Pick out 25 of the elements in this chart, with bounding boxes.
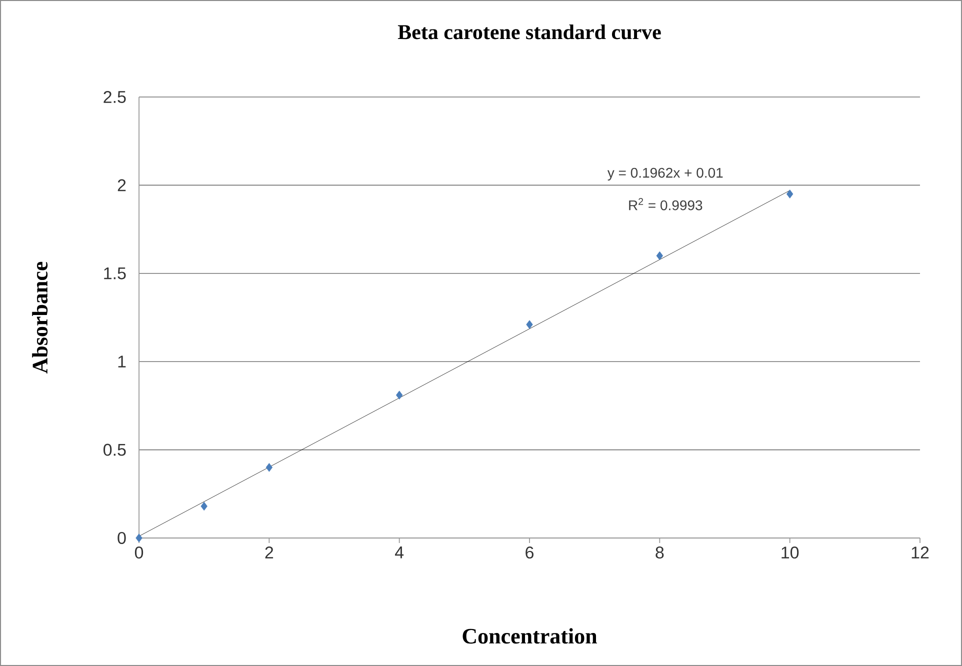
x-tick-label: 10 <box>782 546 799 559</box>
point <box>266 463 273 472</box>
annotation: R$^{2}$ = 0.9993 <box>629 198 702 210</box>
x-axis-title: Concentration <box>462 628 597 644</box>
y-tick-label: 1.5 <box>104 267 126 280</box>
point <box>136 534 142 542</box>
x-tick-label: 8 <box>656 546 664 559</box>
y-axis-title: Absorbance <box>32 262 48 374</box>
x-tick-label: 2 <box>265 546 274 558</box>
y-tick-label: 2.5 <box>104 90 126 104</box>
point <box>200 502 208 511</box>
y-tick-label: 2 <box>118 179 126 192</box>
annotation: y = 0.1962x + 0.01 <box>607 168 723 181</box>
x-tick-label: 4 <box>395 546 404 558</box>
point <box>656 251 664 260</box>
x-tick-label: 6 <box>526 546 534 559</box>
x-tick-label: 12 <box>912 546 929 558</box>
y-tick-label: 0 <box>118 532 126 544</box>
y-tick-label: 0.5 <box>104 444 126 456</box>
chart-title: Beta carotene standard curve <box>398 24 661 40</box>
point <box>786 190 794 198</box>
x-tick-label: 0 <box>134 546 144 559</box>
point <box>526 320 533 329</box>
y-tick-label: 1 <box>118 356 126 368</box>
point <box>396 390 403 400</box>
